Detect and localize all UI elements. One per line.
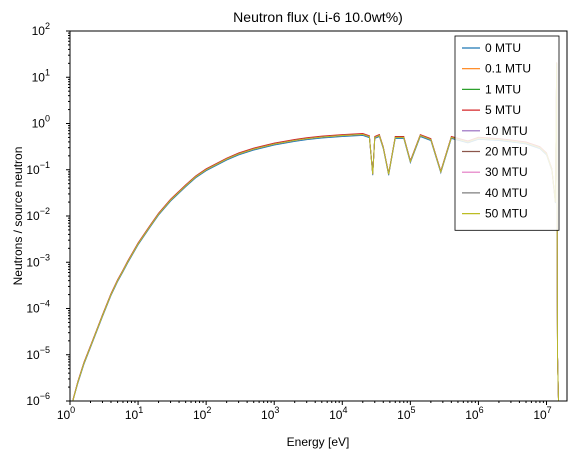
legend-label-5: 20 MTU bbox=[485, 145, 528, 159]
x-axis-ticks: 100 101 102 103 104 105 106 107 bbox=[57, 401, 552, 422]
legend: 0 MTU 0.1 MTU 1 MTU 5 MTU 10 MTU 20 MTU 30 MTU… bbox=[454, 35, 560, 231]
legend-label-4: 10 MTU bbox=[485, 124, 528, 138]
x-tick-label-1: 101 bbox=[125, 405, 143, 422]
legend-label-2: 1 MTU bbox=[485, 82, 521, 96]
y-tick-label-7: 101 bbox=[32, 67, 50, 84]
legend-label-0: 0 MTU bbox=[485, 41, 521, 55]
x-tick-label-5: 105 bbox=[397, 405, 415, 422]
x-tick-label-6: 106 bbox=[465, 405, 483, 422]
legend-label-8: 50 MTU bbox=[485, 207, 528, 221]
y-tick-label-5: 10−1 bbox=[26, 160, 50, 177]
chart-title: Neutron flux (Li-6 10.0wt%) bbox=[233, 9, 403, 25]
legend-label-3: 5 MTU bbox=[485, 103, 521, 117]
x-tick-label-7: 107 bbox=[533, 405, 551, 422]
legend-label-6: 30 MTU bbox=[485, 165, 528, 179]
x-tick-label-0: 100 bbox=[57, 405, 75, 422]
y-axis-label: Neutrons / source neutron bbox=[11, 147, 25, 286]
y-tick-label-0: 10−6 bbox=[26, 391, 50, 408]
y-tick-label-1: 10−5 bbox=[26, 345, 50, 362]
series-layer bbox=[72, 62, 567, 402]
legend-label-1: 0.1 MTU bbox=[485, 62, 531, 76]
y-axis-ticks: 10−6 10−5 10−4 10−3 10−2 10−1 100 101 102 bbox=[26, 21, 70, 408]
x-tick-label-4: 104 bbox=[329, 405, 347, 422]
y-tick-label-8: 102 bbox=[32, 21, 50, 38]
x-tick-label-3: 103 bbox=[261, 405, 279, 422]
legend-label-7: 40 MTU bbox=[485, 186, 528, 200]
y-tick-label-4: 10−2 bbox=[26, 206, 50, 223]
x-axis-label: Energy [eV] bbox=[287, 435, 350, 449]
y-tick-label-2: 10−4 bbox=[26, 299, 50, 316]
y-tick-label-3: 10−3 bbox=[26, 252, 50, 269]
x-tick-label-2: 102 bbox=[193, 405, 211, 422]
y-tick-label-6: 100 bbox=[32, 114, 50, 131]
